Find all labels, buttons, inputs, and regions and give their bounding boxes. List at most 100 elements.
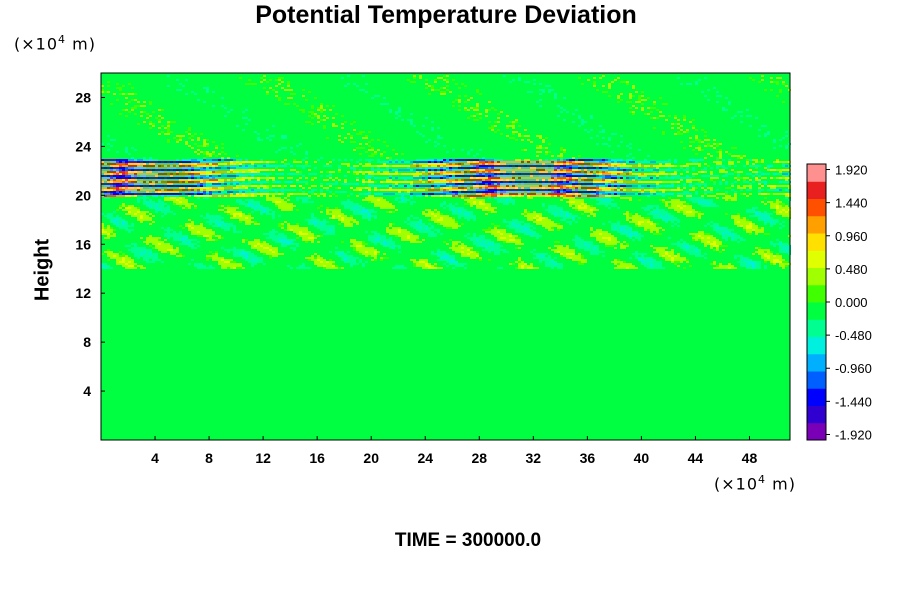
field-cell bbox=[179, 189, 182, 191]
field-cell bbox=[149, 159, 152, 161]
field-cell bbox=[548, 183, 551, 185]
field-cell bbox=[266, 127, 269, 129]
field-cell bbox=[626, 177, 629, 179]
field-cell bbox=[182, 163, 185, 165]
field-cell bbox=[149, 189, 152, 191]
field-cell bbox=[194, 151, 197, 153]
field-cell bbox=[680, 167, 683, 169]
field-cell bbox=[644, 185, 647, 187]
field-cell bbox=[203, 177, 206, 179]
field-cell bbox=[164, 191, 167, 193]
field-cell bbox=[473, 115, 476, 117]
field-cell bbox=[497, 175, 500, 177]
field-cell bbox=[572, 173, 575, 175]
field-cell bbox=[251, 165, 254, 167]
field-cell bbox=[209, 155, 212, 157]
field-cell bbox=[431, 125, 434, 127]
field-cell bbox=[671, 169, 674, 171]
field-cell bbox=[782, 169, 785, 171]
field-cell bbox=[290, 177, 293, 179]
field-cell bbox=[116, 183, 119, 185]
field-cell bbox=[311, 107, 314, 109]
field-cell bbox=[551, 177, 554, 179]
field-cell bbox=[446, 163, 449, 165]
field-cell bbox=[281, 87, 284, 89]
field-cell bbox=[143, 161, 146, 163]
field-cell bbox=[146, 191, 149, 193]
field-cell bbox=[596, 199, 599, 201]
field-cell bbox=[710, 87, 713, 89]
field-cell bbox=[464, 195, 467, 197]
field-cell bbox=[242, 169, 245, 171]
field-cell bbox=[635, 107, 638, 109]
field-cell bbox=[443, 75, 446, 77]
field-cell bbox=[731, 199, 734, 201]
field-cell bbox=[551, 173, 554, 175]
field-cell bbox=[740, 189, 743, 191]
field-cell bbox=[323, 115, 326, 117]
field-cell bbox=[572, 183, 575, 185]
field-cell bbox=[224, 159, 227, 161]
field-cell bbox=[203, 195, 206, 197]
field-cell bbox=[365, 91, 368, 93]
field-cell bbox=[428, 185, 431, 187]
field-cell bbox=[194, 133, 197, 135]
field-cell bbox=[545, 203, 548, 205]
field-cell bbox=[194, 193, 197, 195]
field-cell bbox=[281, 203, 284, 205]
field-cell bbox=[497, 197, 500, 199]
field-cell bbox=[674, 189, 677, 191]
field-cell bbox=[725, 183, 728, 185]
field-cell bbox=[113, 181, 116, 183]
field-cell bbox=[509, 177, 512, 179]
field-cell bbox=[299, 193, 302, 195]
field-cell bbox=[644, 161, 647, 163]
field-cell bbox=[236, 177, 239, 179]
field-cell bbox=[749, 125, 752, 127]
field-cell bbox=[107, 133, 110, 135]
field-cell bbox=[170, 85, 173, 87]
field-cell bbox=[401, 185, 404, 187]
field-cell bbox=[377, 205, 380, 207]
field-cell bbox=[632, 181, 635, 183]
field-cell bbox=[701, 187, 704, 189]
field-cell bbox=[437, 173, 440, 175]
field-cell bbox=[440, 91, 443, 93]
field-cell bbox=[218, 185, 221, 187]
field-cell bbox=[416, 193, 419, 195]
field-cell bbox=[149, 207, 152, 209]
field-cell bbox=[263, 161, 266, 163]
field-cell bbox=[137, 167, 140, 169]
field-cell bbox=[137, 173, 140, 175]
field-cell bbox=[569, 173, 572, 175]
field-cell bbox=[506, 127, 509, 129]
field-cell bbox=[671, 207, 674, 209]
field-cell bbox=[491, 191, 494, 193]
field-cell bbox=[215, 159, 218, 161]
field-cell bbox=[581, 181, 584, 183]
field-cell bbox=[359, 169, 362, 171]
field-cell bbox=[335, 181, 338, 183]
field-cell bbox=[266, 91, 269, 93]
field-cell bbox=[434, 169, 437, 171]
field-cell bbox=[656, 177, 659, 179]
field-cell bbox=[437, 131, 440, 133]
field-cell bbox=[410, 203, 413, 205]
field-cell bbox=[680, 193, 683, 195]
field-cell bbox=[665, 201, 668, 203]
field-cell bbox=[719, 165, 722, 167]
field-cell bbox=[665, 209, 668, 211]
field-cell bbox=[521, 139, 524, 141]
field-cell bbox=[224, 211, 227, 213]
field-cell bbox=[476, 175, 479, 177]
field-cell bbox=[656, 167, 659, 169]
field-cell bbox=[686, 203, 689, 205]
field-cell bbox=[278, 197, 281, 199]
field-cell bbox=[170, 171, 173, 173]
field-cell bbox=[116, 151, 119, 153]
field-cell bbox=[725, 173, 728, 175]
field-cell bbox=[293, 153, 296, 155]
field-cell bbox=[539, 135, 542, 137]
field-cell bbox=[278, 201, 281, 203]
field-cell bbox=[437, 169, 440, 171]
